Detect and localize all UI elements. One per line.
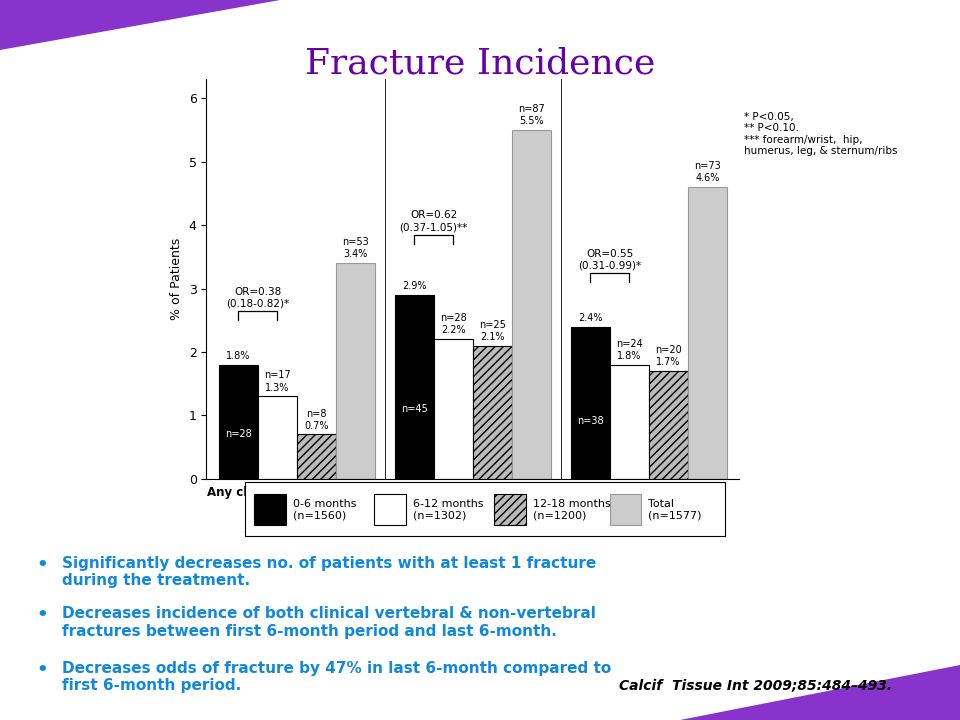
Polygon shape	[0, 0, 280, 50]
Text: n=28: n=28	[225, 429, 252, 438]
Text: 12-18 months
(n=1200): 12-18 months (n=1200)	[533, 498, 611, 520]
Text: n=8: n=8	[306, 408, 326, 418]
Text: 0-6 months
(n=1560): 0-6 months (n=1560)	[293, 498, 356, 520]
Bar	[257, 396, 297, 479]
Text: •: •	[36, 661, 48, 679]
Text: •: •	[36, 606, 48, 624]
Bar	[374, 494, 405, 524]
Text: 0.7%: 0.7%	[304, 420, 328, 431]
Bar	[610, 494, 640, 524]
Text: 1.7%: 1.7%	[656, 357, 681, 367]
Text: Fracture Incidence: Fracture Incidence	[305, 47, 655, 81]
FancyBboxPatch shape	[245, 482, 725, 536]
Text: Decreases odds of fracture by 47% in last 6-month compared to
first 6-month peri: Decreases odds of fracture by 47% in las…	[62, 661, 612, 693]
Text: 2.9%: 2.9%	[402, 281, 426, 291]
Polygon shape	[680, 665, 960, 720]
Text: n=24: n=24	[616, 339, 642, 348]
Bar	[610, 364, 649, 479]
Bar	[395, 295, 434, 479]
Text: 1.3%: 1.3%	[265, 382, 290, 392]
Text: •: •	[36, 556, 48, 574]
Bar	[297, 434, 336, 479]
Bar	[434, 339, 473, 479]
Text: 2.4%: 2.4%	[578, 312, 602, 323]
Bar	[254, 494, 286, 524]
Text: n=25: n=25	[479, 320, 506, 330]
Text: 2.1%: 2.1%	[480, 332, 505, 342]
Bar	[688, 187, 727, 479]
Bar	[649, 371, 688, 479]
Text: 4.6%: 4.6%	[695, 174, 720, 183]
Text: n=73: n=73	[694, 161, 721, 171]
Text: * P<0.05,
** P<0.10.
*** forearm/wrist,  hip,
humerus, leg, & sternum/ribs: * P<0.05, ** P<0.10. *** forearm/wrist, …	[744, 112, 898, 156]
Text: OR=0.38
(0.18-0.82)*: OR=0.38 (0.18-0.82)*	[227, 287, 289, 308]
Text: n=38: n=38	[577, 415, 604, 426]
Text: 5.5%: 5.5%	[519, 116, 543, 126]
Text: Significantly decreases no. of patients with at least 1 fracture
during the trea: Significantly decreases no. of patients …	[62, 556, 597, 588]
Bar	[570, 327, 610, 479]
Text: n=53: n=53	[342, 238, 369, 247]
Bar	[512, 130, 551, 479]
Text: 1.8%: 1.8%	[617, 351, 641, 361]
Text: Decreases incidence of both clinical vertebral & non-vertebral
fractures between: Decreases incidence of both clinical ver…	[62, 606, 596, 639]
Text: 1.8%: 1.8%	[226, 351, 251, 361]
Text: n=17: n=17	[264, 371, 291, 380]
Text: n=20: n=20	[655, 345, 682, 355]
Bar	[336, 263, 375, 479]
Y-axis label: % of Patients: % of Patients	[170, 238, 183, 320]
Text: 2.2%: 2.2%	[441, 325, 466, 336]
Text: OR=0.62
(0.37-1.05)**: OR=0.62 (0.37-1.05)**	[399, 210, 468, 232]
Text: n=87: n=87	[518, 104, 545, 114]
Text: 6-12 months
(n=1302): 6-12 months (n=1302)	[413, 498, 484, 520]
Text: Total
(n=1577): Total (n=1577)	[648, 498, 702, 520]
Bar	[494, 494, 525, 524]
Bar	[219, 364, 257, 479]
Text: Calcif  Tissue Int 2009;85:484–493.: Calcif Tissue Int 2009;85:484–493.	[619, 679, 893, 693]
Text: n=45: n=45	[400, 405, 427, 415]
Text: n=28: n=28	[440, 313, 467, 323]
Bar	[473, 346, 512, 479]
Text: 3.4%: 3.4%	[344, 249, 368, 259]
Text: OR=0.55
(0.31-0.99)*: OR=0.55 (0.31-0.99)*	[578, 248, 641, 270]
